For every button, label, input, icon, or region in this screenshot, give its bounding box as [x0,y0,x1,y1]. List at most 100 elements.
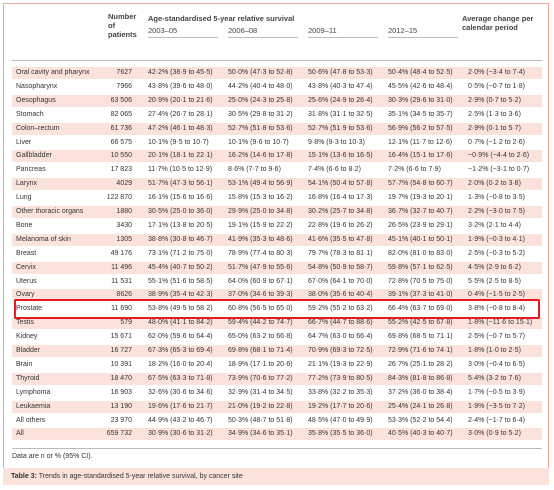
cancer-site-cell: Larynx [16,180,38,188]
header-line: patients [108,30,137,39]
table-row: All 659 732 30·9% (30·6 to 31·2) 34·9% (34·… [12,428,542,441]
survival-cell: 25·6% (24·9 to 26·4) [308,96,373,104]
cancer-site-cell: Ovary [16,291,35,299]
survival-cell: 44·2% (40·4 to 48·0) [228,82,293,90]
average-change-cell: 1·9% (−3·5 to 7·2) [468,402,525,410]
survival-cell: 59·2% (55·2 to 63·2) [308,305,373,313]
patient-count-cell: 16 727 [110,347,132,354]
survival-cell: 16·4% (15·1 to 17·6) [388,152,453,160]
cancer-site-cell: Oral cavity and pharynx [16,69,90,76]
table-row: Ovary 8626 38·9% (35·4 to 42·3) 37·0% (34·6… [12,289,542,302]
survival-cell: 60·8% (56·5 to 65·0) [228,305,293,313]
survival-cell: 52·7% (51·9 to 53·6) [308,124,373,132]
average-change-cell: −1·2% (−3·1 to 0·7) [468,166,530,174]
average-change-cell: 2·5% (−0·7 to 5·7) [468,333,525,341]
survival-cell: 19·1% (15·9 to 22·2) [228,221,293,229]
prostate-highlight-box [14,299,540,319]
survival-cell: 30·5% (29·8 to 31·2) [228,110,293,118]
survival-cell: 54·8% (50·9 to 58·7) [308,263,373,271]
survival-cell: 45·4% (40·7 to 50·2) [148,263,213,271]
survival-cell: 8·6% (7·7 to 9·6) [228,166,281,174]
survival-cell: 51·7% (47·3 to 56·1) [148,180,213,188]
patient-count-cell: 122 870 [106,194,132,202]
table-row: Testis 579 48·0% (41·1 to 84·2) 59·4% (44·2… [12,317,542,330]
table-row: Larynx 4029 51·7% (47·3 to 56·1) 53·1% (49·… [12,178,542,191]
caption-label: Table 3: [11,473,37,480]
table-row: Lymphoma 16 903 32·6% (30·6 to 34·6) 32·9% … [12,387,542,399]
survival-cell: 38·8% (30·8 to 46·7) [148,235,213,243]
cancer-site-cell: Uterus [16,277,37,285]
survival-cell: 27·4% (26·7 to 28·1) [148,110,213,118]
cancer-site-cell: Melanoma of skin [16,235,71,243]
survival-cell: 36·7% (32·7 to 40·7) [388,208,453,215]
survival-cell: 64·0% (60·9 to 67·1) [228,277,293,285]
survival-cell: 67·0% (64·1 to 70·0) [308,277,373,285]
survival-cell: 15·1% (13·6 to 16·5) [308,152,373,160]
table-row: Thyroid 18 470 67·5% (63·3 to 71·8) 73·9% (… [12,372,542,385]
table-row: Cervix 11 496 45·4% (40·7 to 50·2) 51·7% (4… [12,261,542,274]
survival-cell: 32·9% (31·4 to 34·5) [228,388,293,396]
survival-cell: 32·6% (30·6 to 34·6) [148,388,213,396]
average-change-cell: 4·5% (2·9 to 6·2) [468,263,521,271]
survival-cell: 78·9% (77·4 to 80·3) [228,249,293,257]
average-change-cell: 2·4% (−1·7 to 6·4) [468,416,525,424]
survival-cell: 79·7% (78·3 to 81·1) [308,249,373,257]
header-divider [12,60,542,61]
patient-count-cell: 3430 [116,221,132,229]
survival-cell: 16·2% (14·6 to 17·8) [228,152,293,160]
cancer-site-cell: All [16,430,24,438]
average-change-cell: −0·9% (−4·4 to 2·6) [468,152,530,160]
cancer-site-cell: Kidney [16,333,38,341]
table-row: Melanoma of skin 1305 38·8% (30·8 to 46·7)… [12,233,542,246]
survival-cell: 7·4% (6·6 to 8·2) [308,166,361,174]
survival-cell: 37·0% (34·6 to 39·3) [228,291,293,299]
survival-cell: 30·3% (29·6 to 31·0) [388,96,453,104]
patient-count-cell: 8626 [116,291,132,299]
survival-cell: 55·2% (42·5 to 67·8) [388,319,453,327]
patient-count-cell: 1880 [116,208,132,215]
average-change-cell: 3·0% (−0·4 to 6·5) [468,360,525,368]
survival-cell: 47·2% (46·1 to 48·3) [148,124,213,132]
survival-cell: 41·9% (35·3 to 48·6) [228,235,293,243]
patient-count-cell: 11 531 [111,277,132,285]
survival-cell: 21·1% (19·3 to 22·9) [308,360,373,368]
cancer-site-cell: Bladder [16,347,41,354]
header-line: of [108,21,116,30]
survival-cell: 25·4% (24·1 to 26·8) [388,402,453,410]
patient-count-cell: 18 470 [110,374,132,382]
survival-cell: 19·2% (17·7 to 20·6) [308,402,373,410]
patient-count-cell: 4029 [116,180,132,188]
survival-cell: 64·7% (63·0 to 66·4) [308,333,373,341]
cancer-site-cell: Prostate [16,305,43,313]
average-change-cell: 1·7% (−0·5 to 3·9) [468,388,525,396]
table-row: Colon–rectum 61 736 47·2% (46·1 to 48·3) 52… [12,122,542,135]
patient-count-cell: 23 970 [110,416,132,424]
patient-count-cell: 15 671 [110,333,132,341]
survival-cell: 30·9% (30·6 to 31·2) [148,430,213,438]
average-change-cell: 2·0% (0·2 to 3·8) [468,180,521,188]
survival-cell: 50·6% (47·8 to 53·3) [308,69,373,76]
survival-cell: 41·6% (35·5 to 47·8) [308,235,373,243]
cancer-site-cell: Lymphoma [16,388,51,396]
survival-cell: 15·8% (15·3 to 16·2) [228,194,293,202]
header-line: Number [108,12,137,21]
table-row: Other thoracic organs 1880 30·5% (25·0 to … [12,206,542,218]
survival-cell: 70·9% (69·3 to 72·5) [308,347,373,354]
survival-cell: 66·4% (63·7 to 69·0) [388,305,453,313]
survival-cell: 25·0% (24·3 to 25·8) [228,96,293,104]
patient-count-cell: 11 690 [111,305,132,313]
average-change-cell: 2·9% (0·7 to 5·2) [468,96,521,104]
survival-cell: 67·5% (63·3 to 71·8) [148,374,213,382]
cancer-site-cell: Bone [16,221,33,229]
survival-cell: 67·3% (65·3 to 69·4) [148,347,213,354]
period-2009-11: 2009–11 [308,26,378,38]
patient-count-cell: 63 506 [110,96,132,104]
survival-cell: 55·1% (51·6 to 58·5) [148,277,213,285]
table-row: Kidney 15 671 62·0% (59·6 to 64·4) 65·0% (6… [12,331,542,343]
survival-cell: 73·1% (71·2 to 75·0) [148,249,213,257]
average-change-cell: 3·0% (0·9 to 5·2) [468,430,521,438]
survival-cell: 43·8% (39·6 to 48·0) [148,82,213,90]
survival-cell: 48·0% (41·1 to 84·2) [148,319,213,327]
survival-cell: 38·0% (35·6 to 40·4) [308,291,373,299]
table-row: Oral cavity and pharynx 7627 42·2% (38·9 t… [12,67,542,79]
